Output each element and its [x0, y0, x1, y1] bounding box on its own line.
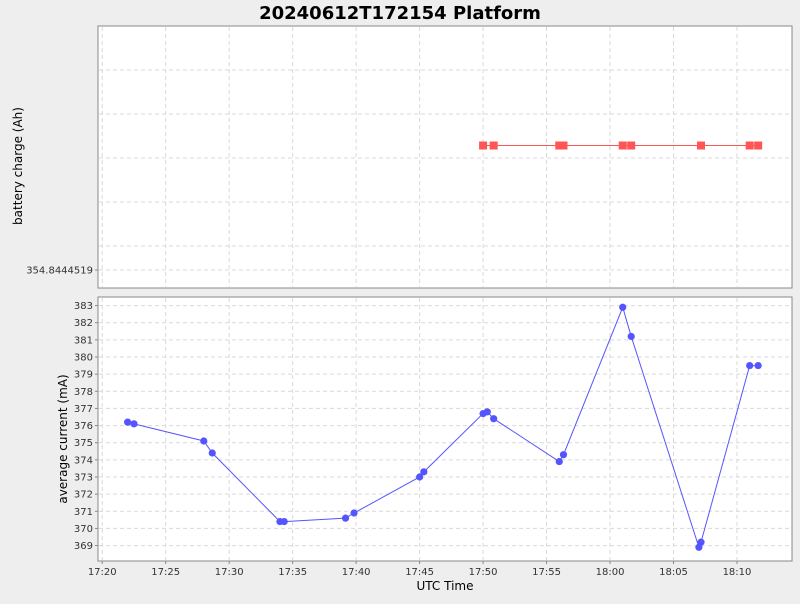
current-data-point — [280, 517, 288, 526]
battery-data-point — [627, 141, 636, 150]
current-data-point — [483, 408, 491, 416]
current-data-point — [746, 361, 754, 370]
average-current-plot: 369 370 371 372 373 374 375 376 377 378 379 380 381 3… — [56, 296, 793, 593]
current-data-point — [350, 509, 358, 517]
battery-data-point — [559, 141, 568, 150]
battery-charge-plot: 354.8444519 battery charge (Ah) — [11, 25, 793, 289]
current-data-point — [341, 514, 350, 522]
current-y-tick-label: 369 — [74, 541, 93, 552]
current-data-point — [754, 361, 762, 370]
current-y-tick-label: 374 — [74, 455, 93, 466]
current-y-tick-label: 371 — [74, 507, 93, 518]
battery-data-point — [745, 141, 754, 150]
current-data-point — [208, 449, 216, 457]
current-y-axis: 369 370 371 372 373 374 375 376 377 378 379 380 381 3… — [74, 301, 98, 552]
current-data-point — [559, 451, 568, 459]
x-tick-label: 17:45 — [405, 567, 434, 578]
current-y-tick-label: 380 — [74, 353, 93, 364]
battery-data-point — [697, 141, 706, 150]
battery-data-point — [754, 141, 763, 150]
current-data-point — [124, 418, 132, 426]
current-y-tick-label: 370 — [74, 524, 93, 535]
current-series — [124, 303, 762, 551]
x-axis: 17:20 17:25 17:30 17:35 17:40 17:45 17:50 17:55… — [88, 561, 752, 578]
current-y-axis-label: average current (mA) — [56, 374, 70, 503]
battery-data-point — [555, 141, 564, 150]
current-data-point — [490, 415, 498, 423]
x-tick-label: 17:35 — [278, 567, 307, 578]
current-y-tick-label: 378 — [74, 387, 93, 398]
current-y-tick-label: 381 — [74, 335, 93, 346]
battery-data-point — [479, 141, 488, 150]
x-tick-label: 17:50 — [469, 567, 498, 578]
x-tick-label: 17:55 — [532, 567, 561, 578]
battery-y-axis-label: battery charge (Ah) — [11, 107, 25, 225]
current-data-point — [627, 332, 635, 341]
x-tick-label: 18:00 — [596, 567, 625, 578]
x-tick-label: 17:25 — [151, 567, 180, 578]
current-y-tick-label: 372 — [74, 490, 93, 501]
current-y-tick-label: 377 — [74, 404, 93, 415]
current-y-tick-label: 373 — [74, 473, 93, 484]
current-data-point — [130, 420, 138, 428]
battery-y-tick-label: 354.8444519 — [26, 266, 93, 277]
x-tick-label: 17:40 — [342, 567, 371, 578]
current-data-point — [619, 303, 627, 311]
current-y-tick-label: 376 — [74, 421, 93, 432]
current-y-tick-label: 383 — [74, 301, 93, 312]
battery-plot-area — [97, 25, 793, 289]
battery-y-axis: 354.8444519 — [26, 266, 98, 277]
x-axis-label: UTC Time — [417, 579, 474, 593]
x-tick-label: 17:30 — [215, 567, 244, 578]
battery-data-point — [618, 141, 627, 150]
x-tick-label: 18:05 — [659, 567, 688, 578]
battery-series — [479, 141, 763, 150]
current-plot-area — [97, 296, 793, 562]
current-data-point — [697, 538, 705, 546]
current-grid — [99, 298, 791, 560]
current-data-point — [420, 468, 428, 476]
battery-data-point — [489, 141, 498, 150]
current-y-tick-label: 379 — [74, 370, 93, 381]
current-data-point — [416, 473, 424, 481]
chart-title: 20240612T172154 Platform — [259, 3, 541, 24]
battery-grid — [99, 27, 791, 287]
current-data-point — [555, 457, 563, 466]
current-y-tick-label: 375 — [74, 438, 93, 449]
current-y-tick-label: 382 — [74, 318, 93, 329]
x-tick-label: 18:10 — [723, 567, 752, 578]
x-tick-label: 17:20 — [88, 567, 117, 578]
current-data-point — [200, 437, 208, 445]
